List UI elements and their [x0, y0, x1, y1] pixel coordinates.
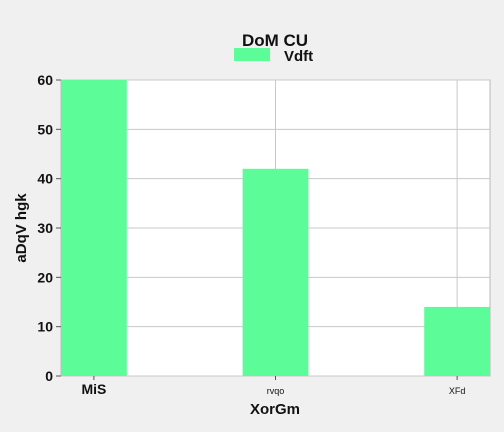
bars — [61, 80, 490, 376]
y-tick-label: 30 — [37, 220, 53, 236]
bar-xfd — [424, 306, 490, 376]
y-tick-label: 50 — [37, 121, 53, 137]
x-tick-label: XFd — [449, 386, 466, 396]
x-axis-label: XorGm — [250, 401, 300, 418]
y-tick-label: 40 — [37, 171, 53, 187]
y-tick-label: 20 — [37, 269, 53, 285]
y-tick-label: 10 — [37, 319, 53, 335]
legend-swatch-vdft — [234, 48, 270, 61]
bar-rvqo — [242, 168, 309, 376]
legend: Vdft — [234, 48, 313, 65]
legend-label-vdft: Vdft — [284, 48, 313, 65]
bar-mis — [61, 80, 127, 376]
chart-title: DoM CU — [242, 31, 308, 50]
y-axis-label: aDqV hgk — [13, 193, 30, 263]
x-tick-label: rvqo — [267, 386, 285, 396]
y-axis-ticks: 0 10 20 30 40 50 60 — [37, 72, 61, 384]
y-tick-label: 0 — [45, 368, 53, 384]
y-tick-label: 60 — [37, 72, 53, 88]
x-axis-ticks: MiS rvqo XFd — [81, 376, 465, 397]
x-tick-label: MiS — [81, 381, 106, 397]
